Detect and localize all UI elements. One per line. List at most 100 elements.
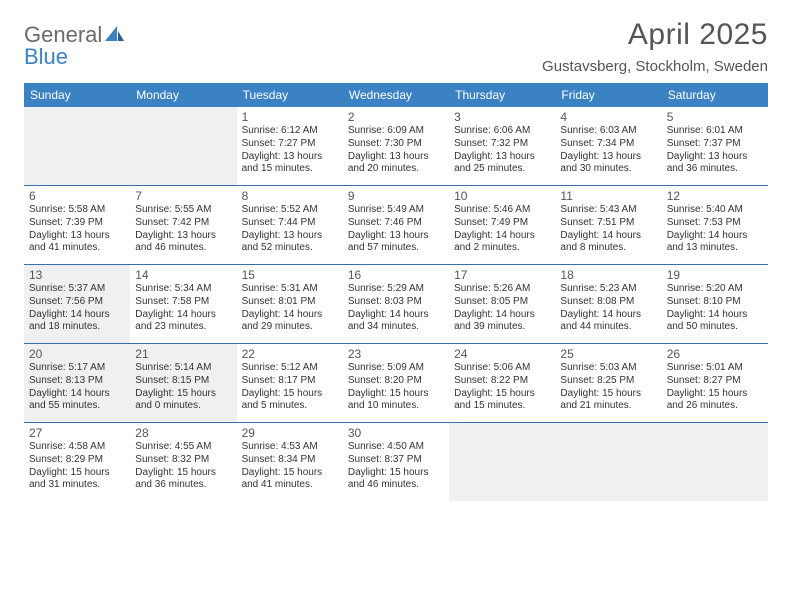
col-header: Thursday: [449, 83, 555, 107]
calendar-cell: 20Sunrise: 5:17 AMSunset: 8:13 PMDayligh…: [24, 344, 130, 422]
sunset-text: Sunset: 7:44 PM: [242, 217, 338, 230]
day-number: 1: [242, 110, 338, 124]
sunset-text: Sunset: 8:17 PM: [242, 375, 338, 388]
calendar-cell: 24Sunrise: 5:06 AMSunset: 8:22 PMDayligh…: [449, 344, 555, 422]
calendar-grid: Sunday Monday Tuesday Wednesday Thursday…: [24, 83, 768, 501]
sunset-text: Sunset: 7:32 PM: [454, 138, 550, 151]
sunset-text: Sunset: 8:29 PM: [29, 454, 125, 467]
day-detail: Sunrise: 5:17 AMSunset: 8:13 PMDaylight:…: [29, 362, 125, 413]
day-detail: Sunrise: 5:58 AMSunset: 7:39 PMDaylight:…: [29, 204, 125, 255]
day-number: 21: [135, 347, 231, 361]
calendar-cell: 26Sunrise: 5:01 AMSunset: 8:27 PMDayligh…: [662, 344, 768, 422]
calendar-cell: [24, 107, 130, 185]
daylight-text: Daylight: 15 hours and 10 minutes.: [348, 388, 444, 414]
sunset-text: Sunset: 8:15 PM: [135, 375, 231, 388]
sunrise-text: Sunrise: 5:01 AM: [667, 362, 763, 375]
day-detail: Sunrise: 5:43 AMSunset: 7:51 PMDaylight:…: [560, 204, 656, 255]
day-detail: Sunrise: 5:03 AMSunset: 8:25 PMDaylight:…: [560, 362, 656, 413]
daylight-text: Daylight: 15 hours and 41 minutes.: [242, 467, 338, 493]
sunrise-text: Sunrise: 5:14 AM: [135, 362, 231, 375]
sunrise-text: Sunrise: 5:20 AM: [667, 283, 763, 296]
day-number: 19: [667, 268, 763, 282]
daylight-text: Daylight: 15 hours and 26 minutes.: [667, 388, 763, 414]
sunrise-text: Sunrise: 5:34 AM: [135, 283, 231, 296]
calendar-cell: 2Sunrise: 6:09 AMSunset: 7:30 PMDaylight…: [343, 107, 449, 185]
sunrise-text: Sunrise: 5:12 AM: [242, 362, 338, 375]
day-number: 20: [29, 347, 125, 361]
daylight-text: Daylight: 14 hours and 8 minutes.: [560, 230, 656, 256]
sunset-text: Sunset: 8:05 PM: [454, 296, 550, 309]
day-number: 13: [29, 268, 125, 282]
daylight-text: Daylight: 15 hours and 31 minutes.: [29, 467, 125, 493]
day-number: 10: [454, 189, 550, 203]
daylight-text: Daylight: 15 hours and 0 minutes.: [135, 388, 231, 414]
day-detail: Sunrise: 4:55 AMSunset: 8:32 PMDaylight:…: [135, 441, 231, 492]
calendar-cell: 15Sunrise: 5:31 AMSunset: 8:01 PMDayligh…: [237, 265, 343, 343]
day-detail: Sunrise: 5:20 AMSunset: 8:10 PMDaylight:…: [667, 283, 763, 334]
brand-word-1: General: [24, 24, 102, 46]
day-detail: Sunrise: 5:23 AMSunset: 8:08 PMDaylight:…: [560, 283, 656, 334]
sunrise-text: Sunrise: 5:49 AM: [348, 204, 444, 217]
sunrise-text: Sunrise: 5:52 AM: [242, 204, 338, 217]
day-detail: Sunrise: 5:29 AMSunset: 8:03 PMDaylight:…: [348, 283, 444, 334]
sunset-text: Sunset: 8:27 PM: [667, 375, 763, 388]
day-detail: Sunrise: 5:55 AMSunset: 7:42 PMDaylight:…: [135, 204, 231, 255]
sail-icon: [105, 24, 125, 46]
sunset-text: Sunset: 7:42 PM: [135, 217, 231, 230]
calendar-cell: [130, 107, 236, 185]
daylight-text: Daylight: 13 hours and 15 minutes.: [242, 151, 338, 177]
day-number: 23: [348, 347, 444, 361]
col-header: Monday: [130, 83, 236, 107]
month-title: April 2025: [542, 18, 768, 52]
daylight-text: Daylight: 14 hours and 13 minutes.: [667, 230, 763, 256]
sunset-text: Sunset: 7:39 PM: [29, 217, 125, 230]
day-detail: Sunrise: 5:49 AMSunset: 7:46 PMDaylight:…: [348, 204, 444, 255]
sunset-text: Sunset: 8:10 PM: [667, 296, 763, 309]
day-number: 27: [29, 426, 125, 440]
daylight-text: Daylight: 13 hours and 57 minutes.: [348, 230, 444, 256]
sunset-text: Sunset: 8:08 PM: [560, 296, 656, 309]
sunset-text: Sunset: 7:34 PM: [560, 138, 656, 151]
day-detail: Sunrise: 4:53 AMSunset: 8:34 PMDaylight:…: [242, 441, 338, 492]
daylight-text: Daylight: 15 hours and 36 minutes.: [135, 467, 231, 493]
day-detail: Sunrise: 5:31 AMSunset: 8:01 PMDaylight:…: [242, 283, 338, 334]
daylight-text: Daylight: 13 hours and 20 minutes.: [348, 151, 444, 177]
header-row: GeneralBlue April 2025 Gustavsberg, Stoc…: [24, 18, 768, 75]
daylight-text: Daylight: 14 hours and 44 minutes.: [560, 309, 656, 335]
sunrise-text: Sunrise: 5:17 AM: [29, 362, 125, 375]
calendar-cell: 22Sunrise: 5:12 AMSunset: 8:17 PMDayligh…: [237, 344, 343, 422]
sunset-text: Sunset: 8:22 PM: [454, 375, 550, 388]
sunset-text: Sunset: 7:51 PM: [560, 217, 656, 230]
day-detail: Sunrise: 5:52 AMSunset: 7:44 PMDaylight:…: [242, 204, 338, 255]
day-number: 7: [135, 189, 231, 203]
sunrise-text: Sunrise: 5:43 AM: [560, 204, 656, 217]
sunset-text: Sunset: 7:27 PM: [242, 138, 338, 151]
daylight-text: Daylight: 13 hours and 36 minutes.: [667, 151, 763, 177]
location-text: Gustavsberg, Stockholm, Sweden: [542, 58, 768, 75]
calendar-cell: 18Sunrise: 5:23 AMSunset: 8:08 PMDayligh…: [555, 265, 661, 343]
day-detail: Sunrise: 6:03 AMSunset: 7:34 PMDaylight:…: [560, 125, 656, 176]
day-detail: Sunrise: 5:34 AMSunset: 7:58 PMDaylight:…: [135, 283, 231, 334]
day-number: 8: [242, 189, 338, 203]
day-detail: Sunrise: 5:01 AMSunset: 8:27 PMDaylight:…: [667, 362, 763, 413]
calendar-cell: 16Sunrise: 5:29 AMSunset: 8:03 PMDayligh…: [343, 265, 449, 343]
sunrise-text: Sunrise: 5:06 AM: [454, 362, 550, 375]
calendar-cell: [555, 423, 661, 501]
daylight-text: Daylight: 14 hours and 23 minutes.: [135, 309, 231, 335]
daylight-text: Daylight: 14 hours and 2 minutes.: [454, 230, 550, 256]
daylight-text: Daylight: 14 hours and 18 minutes.: [29, 309, 125, 335]
calendar-cell: 7Sunrise: 5:55 AMSunset: 7:42 PMDaylight…: [130, 186, 236, 264]
day-detail: Sunrise: 5:37 AMSunset: 7:56 PMDaylight:…: [29, 283, 125, 334]
calendar-cell: 3Sunrise: 6:06 AMSunset: 7:32 PMDaylight…: [449, 107, 555, 185]
day-number: 3: [454, 110, 550, 124]
day-detail: Sunrise: 6:12 AMSunset: 7:27 PMDaylight:…: [242, 125, 338, 176]
day-number: 6: [29, 189, 125, 203]
sunrise-text: Sunrise: 4:55 AM: [135, 441, 231, 454]
sunrise-text: Sunrise: 5:58 AM: [29, 204, 125, 217]
calendar-cell: 27Sunrise: 4:58 AMSunset: 8:29 PMDayligh…: [24, 423, 130, 501]
calendar-cell: 11Sunrise: 5:43 AMSunset: 7:51 PMDayligh…: [555, 186, 661, 264]
sunrise-text: Sunrise: 6:09 AM: [348, 125, 444, 138]
calendar-cell: 28Sunrise: 4:55 AMSunset: 8:32 PMDayligh…: [130, 423, 236, 501]
sunset-text: Sunset: 8:13 PM: [29, 375, 125, 388]
calendar-cell: 12Sunrise: 5:40 AMSunset: 7:53 PMDayligh…: [662, 186, 768, 264]
